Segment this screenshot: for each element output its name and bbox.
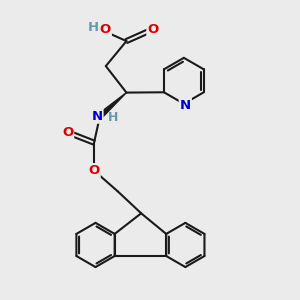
Text: O: O [100, 23, 111, 36]
Polygon shape [98, 93, 126, 118]
Text: N: N [180, 99, 191, 112]
Text: H: H [108, 111, 118, 124]
Text: N: N [92, 110, 103, 123]
Text: O: O [62, 126, 73, 139]
Text: O: O [147, 23, 159, 36]
Text: H: H [87, 21, 98, 34]
Text: O: O [88, 164, 100, 177]
